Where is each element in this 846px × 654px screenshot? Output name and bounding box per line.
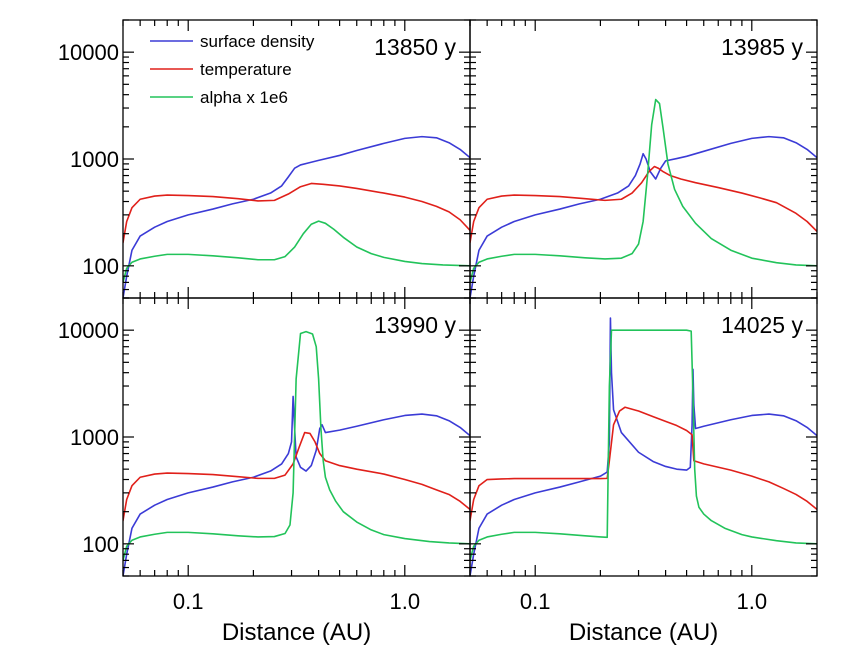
x-axis-title: Distance (AU)	[222, 619, 371, 646]
x-axis-titles: Distance (AU) Distance (AU)	[222, 619, 718, 646]
x-tick-label: 0.1	[173, 589, 204, 614]
series-line-alpha-x-1e6	[470, 98, 817, 284]
series-line-alpha-x-1e6	[470, 329, 817, 562]
panel-frame	[122, 297, 471, 577]
panel-2: 13985 y	[469, 19, 818, 299]
x-tick-label: 1.0	[737, 589, 768, 614]
series-line-alpha-x-1e6	[123, 220, 470, 284]
y-tick-label: 10000	[58, 40, 119, 65]
series-line-alpha-x-1e6	[123, 330, 470, 562]
panel-time-label: 13850 y	[374, 34, 456, 60]
panel-3: 100 1000 10000 0.1 1.0 13990 y	[58, 297, 471, 614]
series-line-temperature	[123, 182, 470, 244]
series-line-surface-density	[470, 135, 817, 298]
legend-label: surface density	[200, 32, 315, 51]
legend-label: temperature	[200, 60, 292, 79]
series-line-surface-density	[123, 135, 470, 298]
y-tick-label: 1000	[70, 425, 119, 450]
panel-frame	[469, 19, 818, 299]
series-line-temperature	[470, 406, 817, 522]
panel-time-label: 14025 y	[721, 312, 803, 338]
x-tick-label: 1.0	[390, 589, 421, 614]
legend: surface density temperature alpha x 1e6	[150, 32, 315, 107]
series-line-temperature	[470, 165, 817, 244]
y-tick-label: 100	[82, 532, 119, 557]
panel-time-label: 13985 y	[721, 34, 803, 60]
panel-1: 100 1000 10000 13850 y	[58, 19, 471, 299]
panel-time-label: 13990 y	[374, 312, 456, 338]
legend-label: alpha x 1e6	[200, 88, 288, 107]
series-line-surface-density	[123, 395, 470, 576]
panels-layer: 100 1000 10000 13850 y 13985 y 100 1000 10000 0.…	[58, 19, 818, 614]
panel-frame	[122, 19, 471, 299]
y-tick-label: 100	[82, 254, 119, 279]
series-line-surface-density	[470, 317, 817, 576]
x-axis-title: Distance (AU)	[569, 619, 718, 646]
panel-4: 0.1 1.0 14025 y	[469, 297, 818, 614]
x-tick-label: 0.1	[520, 589, 551, 614]
y-tick-label: 10000	[58, 318, 119, 343]
y-tick-label: 1000	[70, 147, 119, 172]
series-line-temperature	[123, 431, 470, 522]
panel-frame	[469, 297, 818, 577]
